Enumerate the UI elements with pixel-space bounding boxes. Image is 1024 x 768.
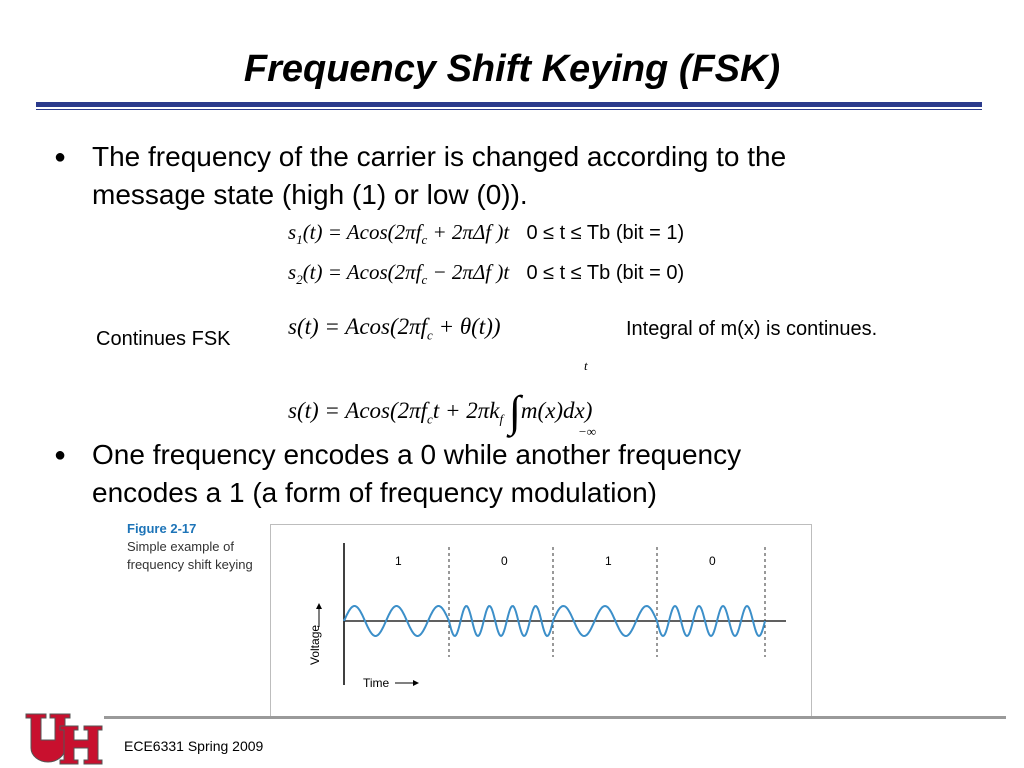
equation-continuous-integral: s(t) = Acos(2πfct + 2πkf ∫m(x)dx) (288, 387, 593, 436)
bullet-text-1: The frequency of the carrier is changed … (92, 141, 787, 210)
equation-s2-condition: 0 ≤ t ≤ Tb (bit = 0) (526, 262, 685, 284)
figure-caption-line-2: frequency shift keying (127, 557, 253, 572)
voltage-arrow-head-icon (316, 603, 322, 609)
title-rule (36, 102, 982, 107)
bullet-dot: ● (54, 146, 67, 168)
voltage-axis-label: Voltage (308, 625, 322, 665)
equation-continuous-phase: s(t) = Acos(2πfc + θ(t)) (288, 314, 501, 343)
uh-logo-u-icon (25, 713, 71, 763)
figure-number: Figure 2-17 (127, 521, 197, 536)
uh-logo-h-icon (59, 725, 103, 765)
time-arrow-head-icon (413, 680, 419, 686)
integral-note: Integral of m(x) is continues. (626, 318, 878, 340)
integral-upper-limit: t (584, 358, 588, 373)
bit-label-1: 1 (395, 554, 402, 568)
uh-logo (25, 713, 103, 765)
integral-sign: ∫ (508, 387, 521, 436)
equation-s1-condition: 0 ≤ t ≤ Tb (bit = 1) (526, 222, 685, 244)
bullet-dot: ● (54, 444, 67, 466)
bullet-text-2: One frequency encodes a 0 while another … (92, 439, 742, 508)
fsk-figure: 1 0 1 0 Voltage Time (270, 524, 812, 718)
slide-title: Frequency Shift Keying (FSK) (243, 48, 781, 90)
bit-label-3: 1 (605, 554, 612, 568)
figure-caption: Figure 2-17 Simple example of frequency … (127, 520, 253, 574)
title-rule-thin (36, 109, 982, 110)
footer-course: ECE6331 Spring 2009 (124, 738, 264, 754)
equation-s1: s1(t) = Acos(2πfc + 2πΔf )t 0 ≤ t ≤ Tb (… (288, 220, 685, 248)
fsk-signal-wave (343, 604, 766, 638)
footer-rule (104, 716, 1006, 719)
continues-fsk-label: Continues FSK (96, 328, 231, 350)
integral-lower-limit: −∞ (578, 424, 597, 439)
time-axis-label: Time (363, 676, 390, 690)
bit-label-2: 0 (501, 554, 508, 568)
equation-s2: s2(t) = Acos(2πfc − 2πΔf )t 0 ≤ t ≤ Tb (… (288, 260, 685, 288)
figure-caption-line-1: Simple example of (127, 539, 234, 554)
fsk-waveform-diagram: 1 0 1 0 Voltage Time (308, 543, 786, 690)
bit-label-4: 0 (709, 554, 716, 568)
